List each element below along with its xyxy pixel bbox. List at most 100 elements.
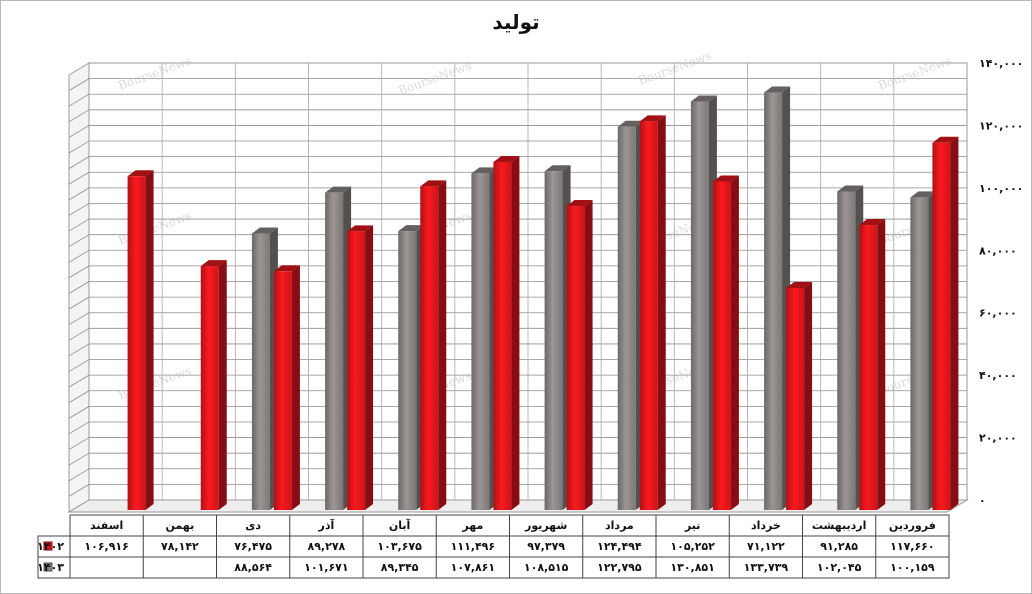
gridline-side [68,421,90,435]
bar-series1 [273,265,300,510]
x-tick-label: آبان [389,518,411,532]
bar-series1 [859,219,886,510]
bar-top [859,219,886,226]
bar-front [910,197,929,510]
y-tick-label: ۸۰,۰۰۰ [979,244,1017,257]
bar-side [365,225,374,510]
gridline-side [68,484,90,497]
bar-front [764,92,783,510]
bar-series1 [639,115,666,510]
legend-label: ۱۴۰۳ [37,561,64,574]
bar-side [877,219,886,510]
data-label: ۷۱,۱۲۲ [747,540,785,553]
bar-top [127,170,154,177]
bar-top [617,120,644,127]
bar-top [932,136,959,143]
x-tick-label: تیر [684,519,700,532]
bar-side [145,170,154,510]
x-tick-label: دی [245,519,261,532]
y-tick-label: ۰ [979,494,986,507]
bar-side [950,136,959,510]
bar-series1 [786,281,813,510]
data-label: ۱۰۸,۵۱۵ [524,561,569,574]
bar-front [493,161,512,510]
bar-top [837,185,864,192]
x-tick-label: مرداد [605,519,634,532]
gridline-side [68,187,90,201]
gridline-side [68,327,90,341]
data-label: ۱۱۷,۶۶۰ [890,540,934,553]
x-tick-label: اردیبهشت [812,519,866,532]
bar-top [347,225,374,232]
bar-front [786,287,805,510]
data-label: ۱۰۱,۶۷۱ [304,561,348,574]
gridline-side [68,437,90,450]
bar-front [566,206,585,511]
y-tick-label: ۱۴۰,۰۰۰ [979,57,1023,70]
gridline-side [68,468,90,482]
bar-top [786,281,813,288]
bar-top [910,191,937,198]
data-label: ۱۳۰,۸۵۱ [670,561,714,574]
gridline-side [68,312,90,326]
gridline-side [68,343,90,357]
bar-top [639,115,666,122]
bar-front [690,101,709,510]
gridline-side [68,265,90,279]
bar-side [511,155,520,510]
gridline-side [68,249,90,263]
gridline-side [68,406,90,419]
bar-top [251,227,278,234]
bar-front [859,225,878,510]
bar-top [200,260,227,267]
bar-top [471,167,498,174]
data-label: ۱۰۳,۶۷۵ [377,540,422,553]
bar-front [617,126,636,511]
bar-front [544,171,563,510]
chart-title: تولید [492,10,540,34]
y-tick-label: ۲۰,۰۰۰ [979,432,1017,445]
legend-swatch [43,562,53,572]
bar-top [764,86,791,93]
bar-side [657,115,666,510]
data-label: ۸۹,۲۷۸ [308,540,346,553]
x-tick-label: بهمن [166,519,195,532]
y-tick-label: ۱۰۰,۰۰۰ [979,182,1023,195]
gridline-side [68,78,90,91]
bar-top [325,186,352,193]
data-label: ۱۲۲,۷۹۵ [597,561,642,574]
bars [127,86,959,511]
bar-front [127,176,146,510]
x-tick-label: اسفند [90,519,123,532]
bar-front [837,191,856,510]
gridline-side [68,359,90,372]
bar-series1 [932,136,959,510]
x-tick-label: آذر [318,518,335,532]
bar-top [420,180,447,187]
bar-top [544,165,571,172]
data-label: ۸۹,۳۴۵ [381,561,419,574]
bar-series1 [566,200,593,511]
gridline-side [68,125,90,138]
bar-front [471,173,490,511]
gridline-side [68,390,90,404]
gridline-side [68,203,90,216]
bar-side [730,175,739,511]
data-label: ۱۰۶,۹۱۶ [84,540,128,553]
x-tick-label: خرداد [751,519,781,532]
legend-swatch [43,541,53,551]
bar-front [712,181,731,511]
bar-front [325,192,344,510]
data-label: ۸۸,۵۶۴ [234,561,272,574]
data-label: ۱۱۱,۴۹۶ [451,540,495,553]
gridline-side [68,93,90,107]
gridline-side [68,296,90,310]
bar-top [398,225,425,232]
data-label: ۱۳۳,۷۳۹ [744,561,789,574]
bar-front [398,231,417,510]
x-tick-label: شهریور [524,519,567,532]
data-label: ۱۰۲,۰۴۵ [817,561,862,574]
bar-series1 [712,175,739,511]
y-tick-label: ۴۰,۰۰۰ [979,369,1017,382]
